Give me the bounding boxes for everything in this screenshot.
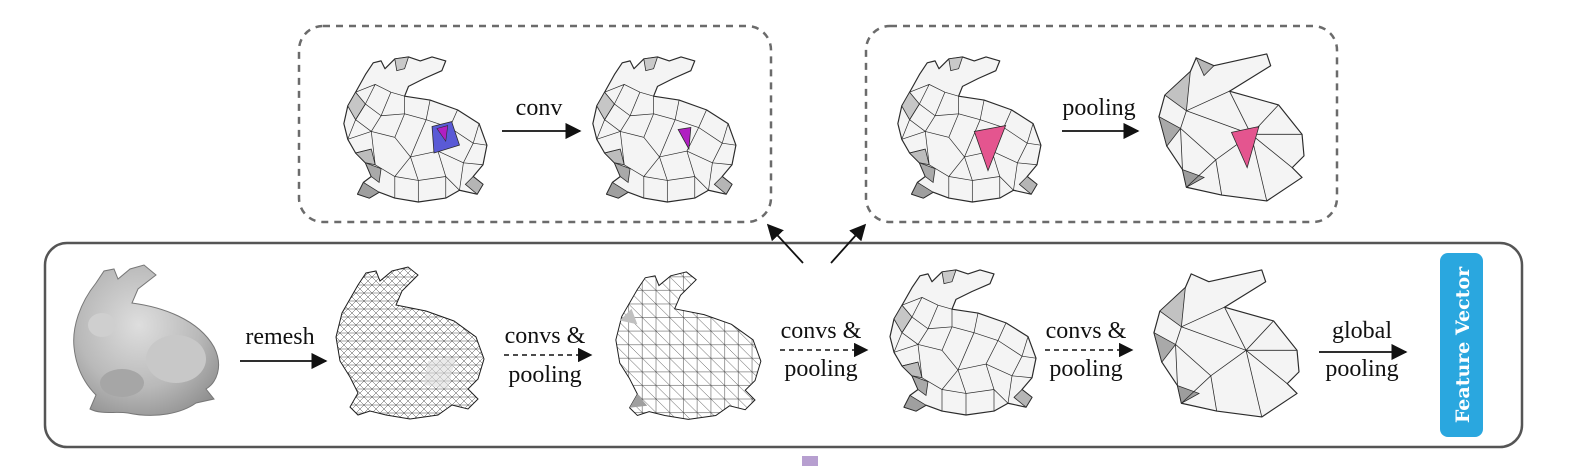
stage3-label-line1: convs &: [1046, 318, 1127, 344]
stage2-label-line1: convs &: [781, 318, 862, 344]
stage2-label-line2: pooling: [784, 356, 857, 382]
stage1-mesh: [615, 271, 762, 420]
stage3-mesh: [1153, 269, 1300, 418]
stage3-label-line2: pooling: [1049, 356, 1122, 382]
conv-output-mesh: [592, 56, 737, 203]
pooling-input-mesh: [897, 56, 1042, 203]
global-pooling-label-line1: global: [1332, 318, 1392, 344]
pooling-output-mesh: [1158, 53, 1305, 202]
stage2-mesh: [889, 269, 1037, 416]
stage1-label-line1: convs &: [505, 323, 586, 349]
remeshed-bunny-mesh: [335, 266, 485, 420]
conv-detail-panel: [297, 24, 773, 224]
small-marker-square: [802, 456, 818, 466]
conv-label: conv: [516, 95, 563, 121]
conv-input-mesh: [343, 56, 488, 203]
pooling-detail-panel: [864, 24, 1339, 224]
stage1-label-line2: pooling: [508, 362, 581, 388]
feature-vector-box: [1440, 253, 1483, 437]
branch-arrow-pooling: [830, 223, 867, 264]
feature-vector-label: Feature Vector: [1452, 266, 1474, 423]
input-bunny-mesh: [73, 264, 219, 416]
pooling-top-label: pooling: [1062, 95, 1135, 121]
remesh-label: remesh: [245, 324, 314, 350]
branch-arrow-conv: [766, 223, 804, 264]
global-pooling-label-line2: pooling: [1325, 356, 1398, 382]
